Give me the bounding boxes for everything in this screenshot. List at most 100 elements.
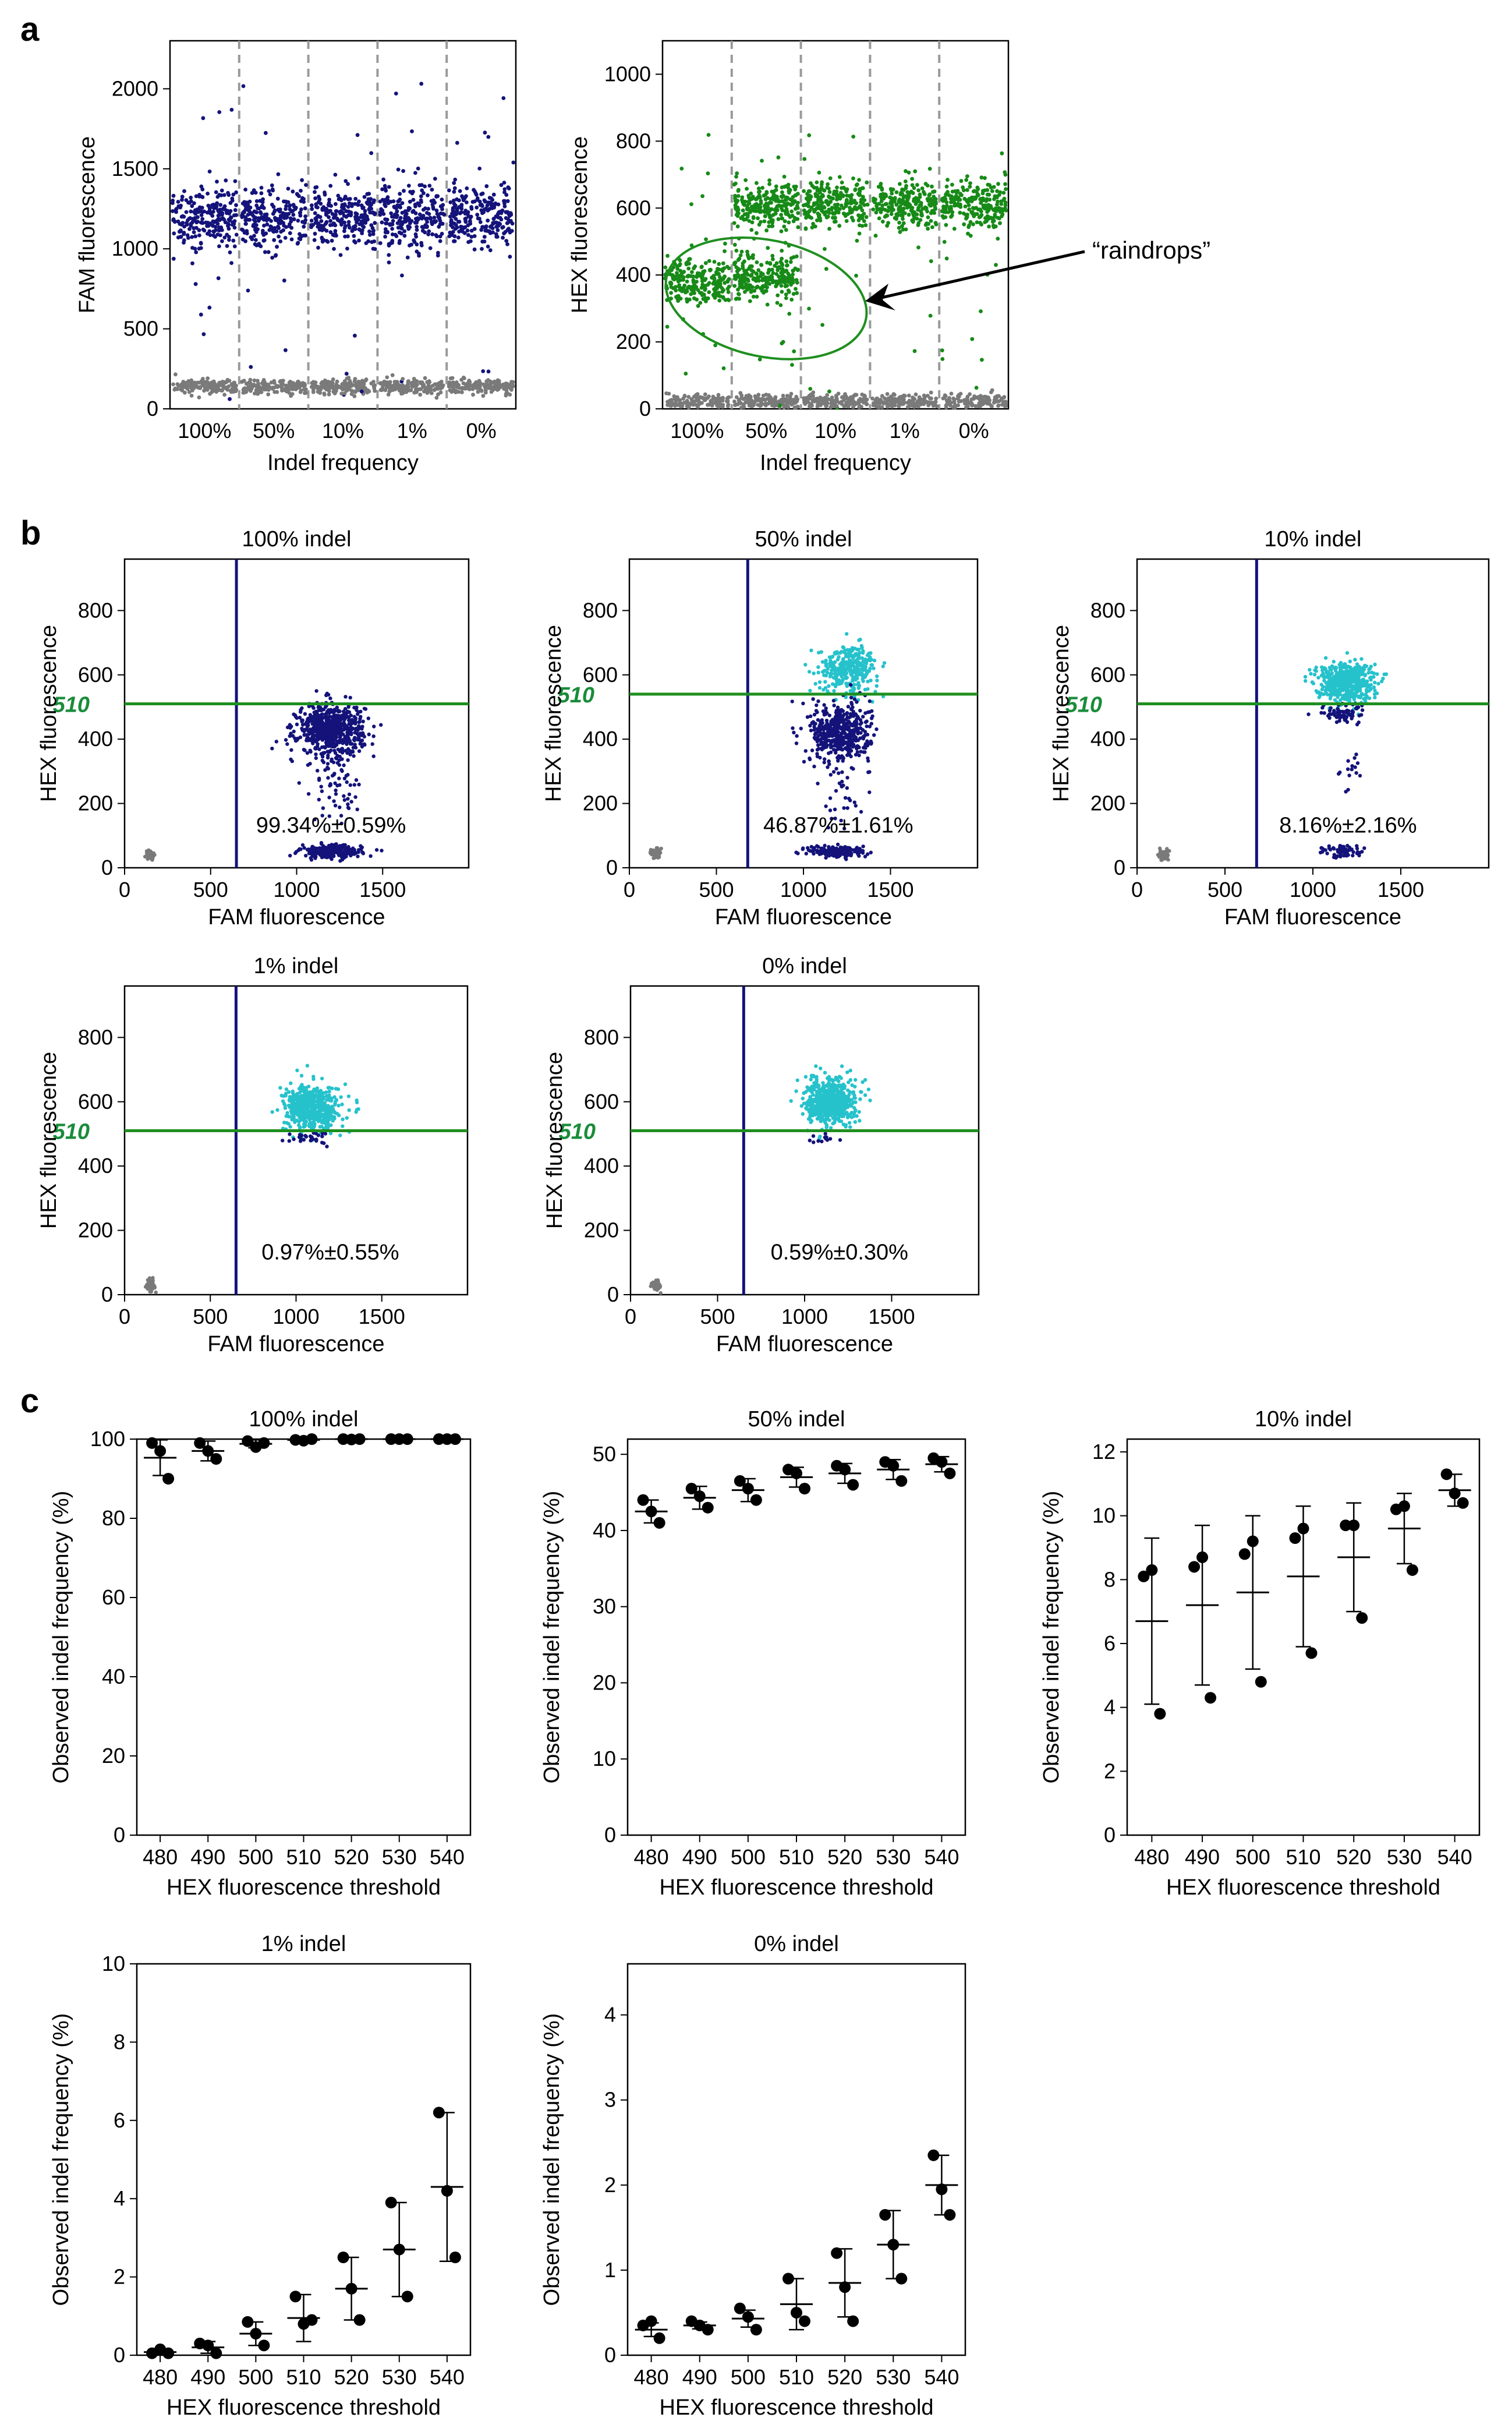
droplet-positive: [200, 217, 205, 221]
droplet-negative: [908, 404, 912, 408]
droplet-positive: [491, 217, 496, 221]
droplet-positive: [460, 194, 464, 199]
droplet-negative: [725, 399, 729, 404]
droplet-HEX-positive: [986, 208, 991, 213]
droplet-HEX-reduced: [749, 273, 753, 278]
droplet-navy: [331, 741, 335, 745]
droplet-HEX-positive: [742, 217, 746, 222]
droplet-outlier: [780, 341, 784, 345]
droplet-negative: [215, 384, 220, 388]
droplet-negative: [902, 394, 907, 398]
droplet-negative: [766, 401, 770, 406]
droplet-positive: [179, 203, 183, 208]
droplet-HEX-reduced: [736, 267, 741, 272]
droplet-positive: [419, 194, 423, 199]
droplet-HEX-reduced: [707, 290, 711, 295]
droplet-positive: [433, 220, 437, 224]
droplet-positive: [441, 211, 445, 216]
droplet-HEX-positive: [904, 227, 908, 232]
droplet-HEX-positive: [746, 213, 750, 217]
droplet-HEX-positive: [841, 206, 846, 210]
droplet-HEX-positive: [879, 185, 883, 189]
droplet-negative: [893, 403, 897, 408]
droplet-positive: [216, 208, 220, 213]
xtick-label: 10%: [322, 419, 364, 443]
droplet-HEX-positive: [933, 207, 937, 211]
droplet-positive: [338, 253, 343, 257]
droplet-navy: [333, 751, 338, 755]
droplet-positive: [328, 230, 333, 235]
droplet-positive: [369, 203, 373, 207]
droplet-HEX-positive: [915, 212, 919, 217]
droplet-HEX-reduced: [676, 279, 681, 284]
droplet-negative: [501, 382, 505, 387]
droplet-positive: [480, 247, 484, 251]
droplet-HEX-reduced: [721, 261, 725, 266]
droplet-positive: [313, 185, 318, 190]
droplet-HEX-positive: [815, 180, 819, 185]
droplet-positive: [243, 230, 248, 235]
droplet-positive: [415, 242, 419, 247]
droplet-negative: [832, 404, 836, 409]
droplet-positive: [189, 209, 193, 214]
droplet-HEX-positive: [982, 203, 987, 208]
droplet-positive: [355, 220, 359, 225]
droplet-navy: [380, 849, 384, 853]
droplet-HEX-positive: [941, 204, 946, 208]
droplet-positive: [438, 218, 442, 223]
droplet-outlier: [828, 176, 833, 181]
droplet-HEX-positive: [959, 179, 964, 183]
droplet-HEX-reduced: [692, 296, 696, 301]
droplet-HEX-positive: [916, 208, 920, 212]
droplet-HEX-positive: [762, 193, 766, 198]
droplet-positive: [508, 211, 512, 215]
droplet-positive: [440, 207, 444, 211]
panel-label-b: b: [20, 514, 41, 552]
droplet-positive: [291, 213, 296, 217]
droplet-positive: [316, 245, 320, 250]
droplet-navy: [318, 713, 323, 718]
droplet-positive: [172, 231, 176, 236]
droplet-HEX-positive: [977, 215, 982, 220]
droplet-positive: [328, 183, 333, 188]
droplet-positive: [242, 209, 246, 214]
droplet-positive: [180, 195, 185, 199]
droplet-outlier: [790, 363, 794, 367]
a-hex-ytick-label: 200: [616, 330, 651, 354]
droplet-negative: [680, 404, 685, 408]
droplet-HEX-positive: [952, 227, 957, 231]
droplet-positive: [335, 216, 339, 221]
droplet-negative: [694, 395, 699, 400]
droplet-navy: [347, 722, 351, 726]
droplet-outlier: [369, 151, 374, 155]
droplet-negative: [412, 381, 417, 385]
droplet-HEX-reduced: [774, 261, 779, 266]
droplet-outlier: [684, 372, 688, 376]
droplet-outlier: [735, 171, 739, 175]
droplet-navy: [334, 743, 339, 747]
droplet-positive: [206, 231, 210, 236]
a-fam-ytick-label: 1500: [112, 157, 158, 181]
droplet-positive: [277, 234, 281, 239]
droplet-HEX-reduced: [771, 271, 776, 275]
droplet-positive: [317, 197, 322, 202]
droplet-negative: [331, 377, 335, 381]
droplet-negative: [418, 380, 423, 384]
droplet-HEX-reduced: [776, 293, 780, 298]
droplet-navy: [337, 739, 342, 743]
droplet-HEX-positive: [968, 181, 972, 185]
droplet-HEX-positive: [733, 203, 738, 207]
droplet-positive: [486, 218, 490, 223]
droplet-positive: [417, 212, 422, 217]
droplet-HEX-positive: [755, 231, 759, 235]
droplet-HEX-reduced: [686, 274, 690, 279]
droplet-positive: [456, 235, 461, 240]
droplet-positive: [213, 220, 218, 224]
droplet-negative: [756, 402, 760, 407]
droplet-outlier: [940, 357, 945, 361]
droplet-negative: [454, 390, 458, 394]
droplet-negative: [891, 392, 896, 396]
droplet-HEX-positive: [733, 193, 737, 198]
droplet-positive: [323, 208, 327, 212]
